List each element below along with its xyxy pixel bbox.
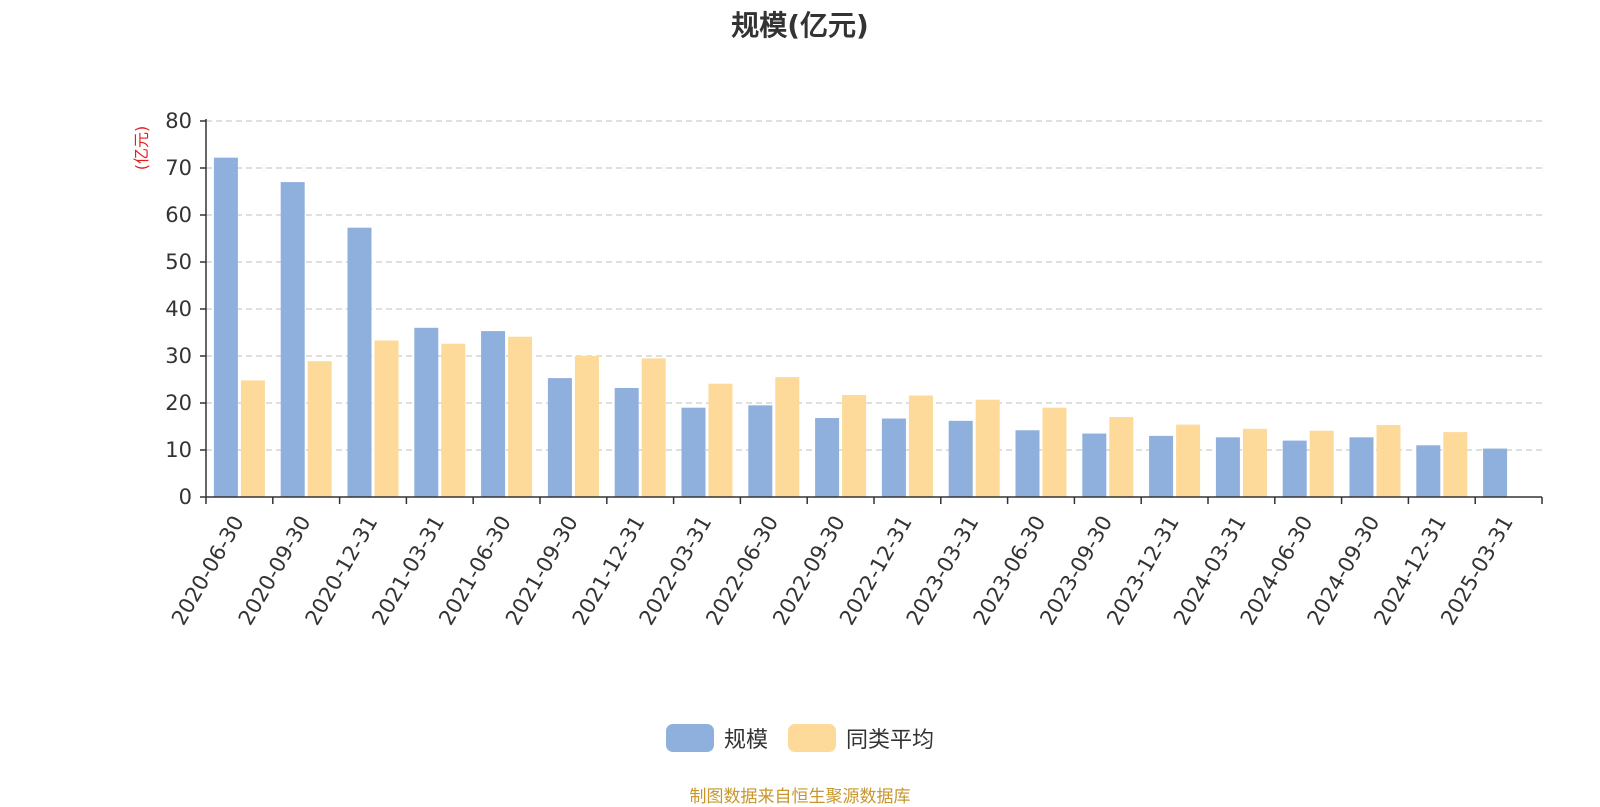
bar-scale[interactable] <box>547 378 572 497</box>
chart-title: 规模(亿元) <box>731 9 869 42</box>
bar-scale[interactable] <box>481 331 506 497</box>
bar-category-average[interactable] <box>908 395 933 497</box>
bar-category-average[interactable] <box>975 399 1000 497</box>
legend-item-scale[interactable]: 规模 <box>665 722 768 754</box>
bar-scale[interactable] <box>748 405 773 497</box>
bar-scale[interactable] <box>1282 440 1307 497</box>
bar-category-average[interactable] <box>1242 428 1267 497</box>
legend-swatch-scale <box>665 724 714 752</box>
bar-scale[interactable] <box>280 182 305 497</box>
bar-category-average[interactable] <box>708 383 733 497</box>
y-tick-label: 60 <box>165 203 192 227</box>
legend-swatch-category-average <box>788 724 836 752</box>
bar-scale[interactable] <box>1416 445 1441 497</box>
grid-lines <box>206 120 1542 451</box>
bar-scale[interactable] <box>414 327 439 497</box>
y-axis-unit-label: (亿元) <box>132 126 151 171</box>
legend-item-category-average[interactable]: 同类平均 <box>788 722 934 754</box>
bar-category-average[interactable] <box>441 343 466 497</box>
bar-scale[interactable] <box>614 387 639 497</box>
y-tick-label: 50 <box>165 250 192 274</box>
bar-category-average[interactable] <box>240 380 265 497</box>
bar-category-average[interactable] <box>1042 407 1067 497</box>
source-note: 制图数据来自恒生聚源数据库 <box>689 787 911 807</box>
y-tick-label: 20 <box>165 391 192 415</box>
bar-category-average[interactable] <box>508 336 533 497</box>
bars <box>213 157 1508 497</box>
bar-scale[interactable] <box>1082 433 1107 497</box>
axes: 010203040506070802020-06-302020-09-30202… <box>165 109 1543 630</box>
bar-category-average[interactable] <box>1109 417 1134 497</box>
y-tick-label: 40 <box>165 297 192 321</box>
y-tick-label: 30 <box>165 344 192 368</box>
bar-scale[interactable] <box>1483 448 1508 497</box>
legend-label-scale: 规模 <box>723 728 768 753</box>
bar-category-average[interactable] <box>307 361 332 497</box>
bar-category-average[interactable] <box>1176 424 1201 497</box>
bar-scale[interactable] <box>681 407 706 497</box>
bar-scale[interactable] <box>948 420 973 497</box>
x-tick-label: 2025-03-31 <box>1436 512 1518 630</box>
bar-category-average[interactable] <box>374 340 399 497</box>
legend-label-category-average: 同类平均 <box>846 728 935 753</box>
bar-category-average[interactable] <box>842 395 867 497</box>
y-tick-label: 10 <box>165 438 192 462</box>
bar-scale[interactable] <box>347 227 372 497</box>
bar-scale[interactable] <box>1215 437 1240 497</box>
bar-scale[interactable] <box>1015 430 1040 497</box>
bar-category-average[interactable] <box>1443 432 1468 497</box>
legend: 规模 同类平均 <box>0 722 1600 754</box>
y-tick-label: 70 <box>165 156 192 180</box>
bar-category-average[interactable] <box>775 377 800 497</box>
bar-scale[interactable] <box>815 418 840 497</box>
bar-category-average[interactable] <box>574 356 599 497</box>
bar-scale[interactable] <box>1349 437 1374 497</box>
bar-category-average[interactable] <box>641 358 666 497</box>
y-tick-label: 0 <box>179 485 192 509</box>
bar-scale[interactable] <box>213 157 238 497</box>
bar-category-average[interactable] <box>1309 430 1334 497</box>
bar-category-average[interactable] <box>1376 425 1401 497</box>
bar-scale[interactable] <box>1149 435 1174 497</box>
bar-scale[interactable] <box>881 418 906 497</box>
y-tick-label: 80 <box>165 109 192 133</box>
